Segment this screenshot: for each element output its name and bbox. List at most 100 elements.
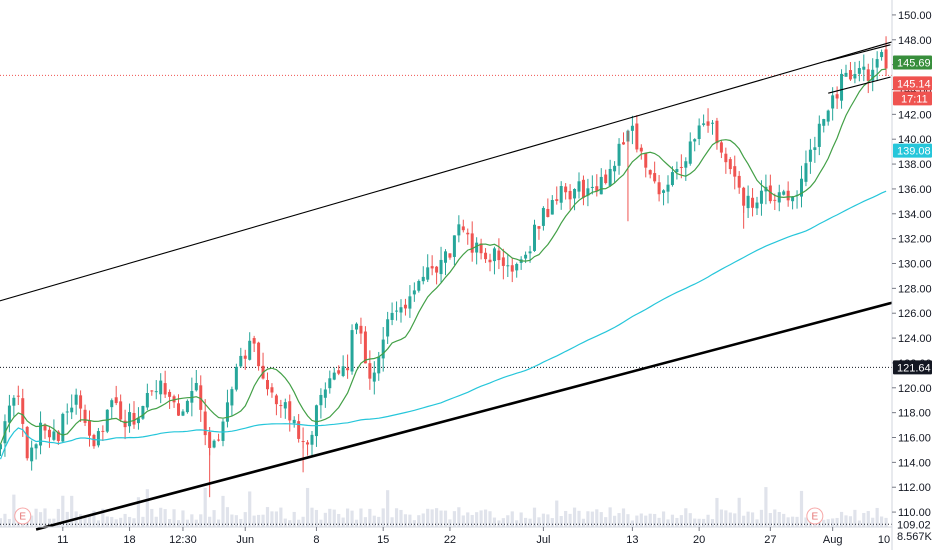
volume-bar: [644, 515, 648, 527]
volume-bar: [114, 519, 118, 527]
volume-bar: [377, 516, 381, 527]
volume-bar: [871, 517, 875, 527]
earnings-event-marker[interactable]: [14, 507, 32, 525]
volume-bar: [568, 513, 572, 527]
x-tick-label: 15: [377, 534, 389, 546]
y-tick-label: 150.00: [898, 10, 932, 22]
candle-body: [417, 281, 421, 291]
volume-bar: [880, 516, 884, 527]
candle-body: [395, 310, 399, 312]
volume-bar: [541, 513, 545, 527]
lower-trend-line[interactable]: [35, 299, 900, 531]
volume-bar: [216, 519, 221, 527]
candle-body: [613, 165, 617, 172]
candle-body: [30, 447, 34, 462]
volume-bar: [337, 513, 341, 527]
trend-channels[interactable]: [0, 39, 900, 531]
volume-bar: [737, 497, 741, 527]
volume-bar: [248, 491, 252, 527]
volume-tag-box: [893, 528, 932, 543]
candle-body: [159, 380, 163, 395]
candle-body: [346, 368, 350, 371]
volume-bar: [581, 518, 586, 527]
candle-body: [822, 119, 826, 126]
volume-bar: [3, 513, 7, 527]
volume-bar: [150, 508, 154, 527]
volume-bar: [666, 519, 670, 527]
volume-bar: [163, 509, 167, 527]
volume-bar: [443, 510, 448, 527]
volume-bar: [257, 514, 261, 527]
candle-body: [862, 66, 866, 70]
volume-bar: [786, 517, 790, 527]
candle-body: [403, 304, 407, 309]
candle-body: [808, 149, 812, 162]
volume-bar: [435, 508, 439, 527]
candle-body: [363, 331, 367, 364]
candle-body: [541, 207, 545, 226]
candle-body: [840, 73, 844, 101]
earnings-event-marker[interactable]: [806, 507, 824, 525]
volume-bar: [412, 520, 416, 527]
earnings-event-label: E: [812, 512, 819, 523]
short-channel-top-line[interactable]: [828, 44, 891, 62]
volume-bar: [782, 513, 786, 527]
candle-body: [630, 125, 634, 131]
volume-bar: [181, 510, 185, 527]
volume-bar: [826, 519, 830, 527]
volume-bar: [136, 497, 141, 527]
volume-bar: [310, 507, 314, 527]
volume-bar: [750, 512, 755, 527]
volume-bar: [639, 513, 643, 527]
volume-bar: [292, 511, 296, 527]
volume-bar: [110, 516, 114, 527]
volume-bar: [30, 515, 34, 527]
candle-body: [871, 69, 875, 81]
candle-body: [47, 429, 51, 438]
volume-bar: [92, 510, 96, 527]
volume-bar: [853, 509, 857, 527]
candle-body: [568, 190, 572, 200]
volume-bar: [56, 508, 60, 527]
x-axis[interactable]: 11 18 12:30 Jun 8 15 22 Jul 13 20 27 Aug 10: [0, 526, 900, 546]
candle-body: [7, 405, 11, 423]
volume-bar: [399, 509, 403, 527]
volume-bar: [604, 517, 608, 527]
volume-bar: [497, 520, 501, 527]
x-tick-label: 12:30: [169, 534, 197, 546]
candle-body: [74, 394, 78, 405]
candle-body: [350, 330, 354, 372]
candle-body: [466, 232, 470, 235]
candle-body: [461, 226, 465, 231]
candle-body: [34, 444, 38, 449]
volume-bar: [702, 518, 706, 527]
x-tick-label: Aug: [823, 534, 843, 546]
candle-body: [639, 147, 643, 152]
volume-bar: [483, 509, 488, 527]
candle-body: [399, 307, 403, 313]
candle-body: [390, 312, 394, 320]
candle-body: [221, 421, 225, 441]
candle-body: [853, 74, 857, 79]
volume-bar: [661, 511, 666, 527]
candle-body: [243, 355, 247, 359]
volume-bar: [564, 510, 568, 527]
volume-bar: [715, 497, 719, 527]
upper-trend-line[interactable]: [0, 39, 900, 304]
volume-bar: [132, 518, 136, 527]
candle-body: [181, 411, 185, 416]
x-tick-label: 22: [444, 534, 456, 546]
volume-bar: [274, 511, 278, 527]
volume-bar: [848, 516, 853, 527]
volume-bar: [38, 512, 43, 527]
candle-body: [128, 412, 132, 427]
candle-body: [590, 186, 594, 188]
candle-body: [702, 123, 706, 125]
volume-bar: [524, 517, 528, 527]
short-channel-bottom-line[interactable]: [828, 76, 891, 94]
volume-bar: [648, 513, 652, 527]
candle-body: [96, 431, 100, 446]
candle-body: [132, 412, 136, 425]
